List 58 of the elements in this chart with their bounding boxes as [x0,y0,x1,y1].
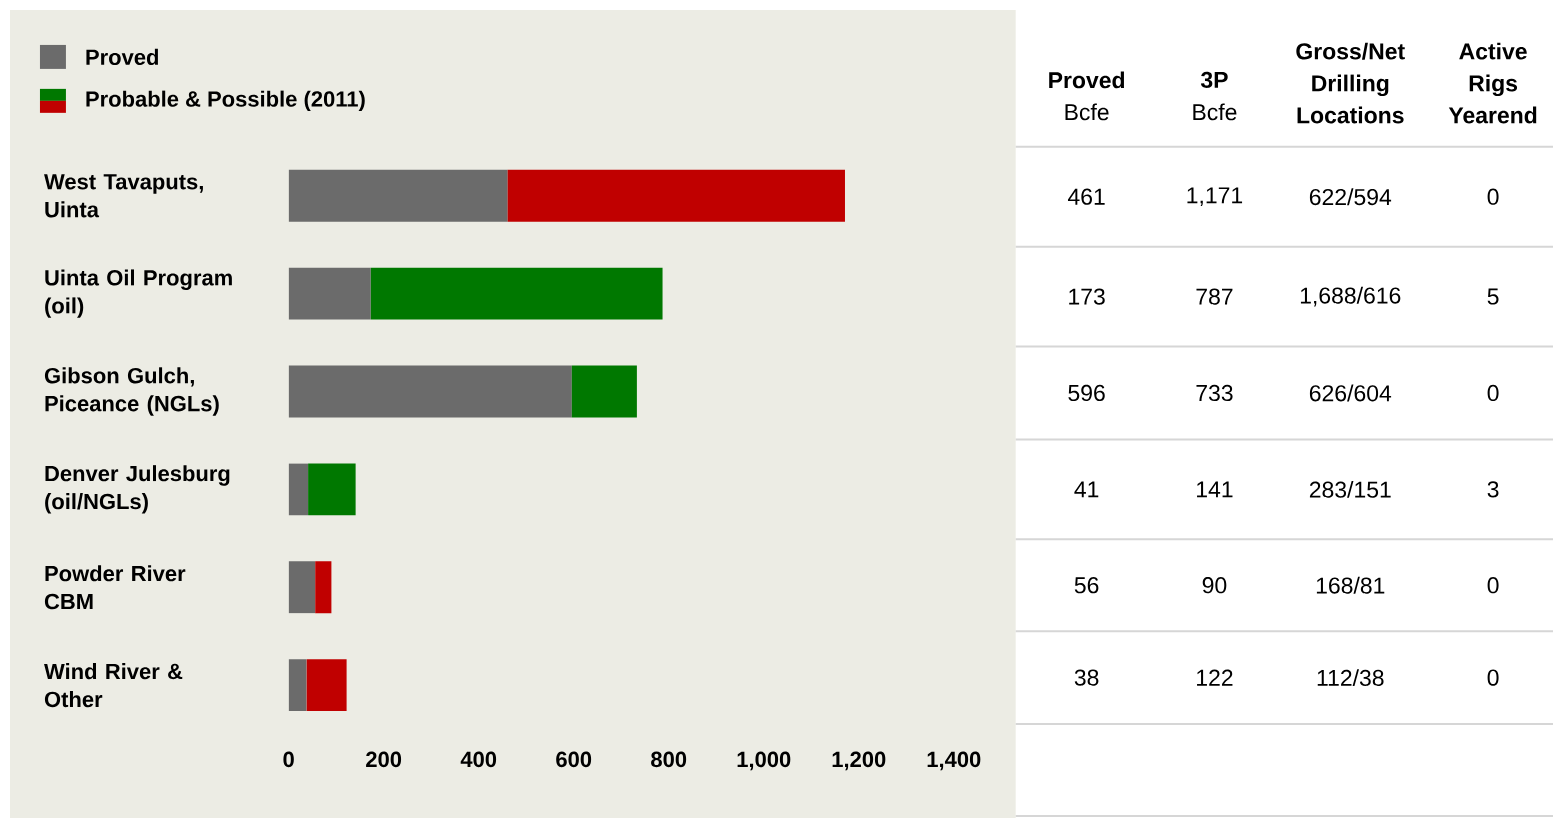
x-tick-label: 1,400 [927,751,981,771]
text: 168/81 [1316,576,1385,594]
y-tick-label: Uinta Oil Program (oil) [45,269,232,318]
text: Bcfe [1193,103,1237,121]
text: 0 [1487,384,1499,402]
y-tick-label: West Tavaputs, Uinta [44,174,203,218]
data-label: 56 [1074,577,1099,594]
data-label: 596 [1068,384,1105,402]
text: 787 [1196,288,1233,305]
text: 122 [1197,669,1233,686]
legend-label: Proved [86,48,158,66]
x-tick-label: 600 [556,751,592,768]
text: Active Rigs Yearend [1448,42,1537,124]
text: 141 [1197,481,1233,498]
text: Proved [1049,71,1125,89]
bar [306,659,347,712]
bar [288,463,309,516]
text: 3 [1487,481,1499,498]
x-tick-label: 800 [651,751,687,768]
text: 733 [1196,384,1233,402]
legend-label: Probable & Possible (2011) [86,90,365,112]
text: 3P [1200,71,1228,89]
bar [315,561,332,614]
text: 112/38 [1317,669,1384,687]
y-tick-label: Denver Julesburg (oil/NGLs) [45,465,230,514]
bar [288,267,371,320]
y-tick-label: Gibson Gulch, Piceance (NGLs) [44,367,219,416]
bar [571,365,637,418]
x-tick-label: 1,000 [737,751,791,771]
bar [288,365,572,418]
bar [288,169,508,222]
y-tick-label: Powder River CBM [44,565,186,610]
x-tick-label: 200 [366,751,402,768]
data-label: 41 [1074,481,1099,498]
data-label: 461 [1067,188,1105,205]
data-label: 38 [1074,669,1099,686]
data-label: 173 [1069,288,1105,305]
text: 1,171 [1187,187,1243,207]
x-tick-label: 0 [283,751,294,768]
text: Bcfe [1065,103,1109,121]
bar [370,267,663,320]
text: 0 [1487,188,1499,205]
text: 90 [1202,577,1227,594]
text: 1,688/616 [1300,286,1401,307]
text: Gross/Net Drilling Locations [1296,42,1405,124]
text: 622/594 [1309,188,1392,206]
text: 5 [1487,288,1499,305]
x-tick-label: 1,200 [832,751,886,771]
text: 0 [1487,577,1499,594]
bar [288,659,307,712]
bar [308,463,356,516]
y-tick-label: Wind River & Other [44,663,183,708]
text: 0 [1487,669,1499,686]
bar [507,169,845,222]
bar [288,561,316,614]
x-tick-label: 400 [460,751,497,768]
text: 283/151 [1309,480,1391,498]
text: 626/604 [1309,384,1392,402]
